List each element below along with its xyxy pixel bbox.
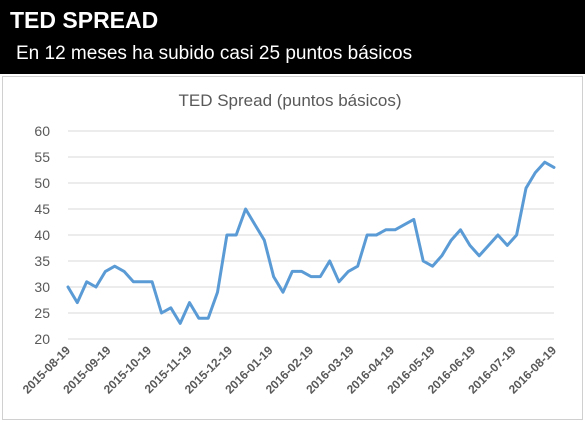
data-point [534, 171, 537, 174]
data-point [197, 317, 200, 320]
header-banner: TED SPREAD En 12 meses ha subido casi 25… [0, 0, 585, 74]
data-point [524, 187, 527, 190]
data-point [300, 270, 303, 273]
series-line [66, 160, 556, 325]
y-tick-label: 25 [34, 305, 50, 321]
data-point [328, 260, 331, 263]
data-point [207, 317, 210, 320]
data-point [291, 270, 294, 273]
data-point [338, 280, 341, 283]
data-point [310, 275, 313, 278]
y-tick-label: 60 [34, 123, 50, 139]
data-point [422, 260, 425, 263]
data-point [151, 280, 154, 283]
banner-title: TED SPREAD [10, 7, 159, 33]
data-point [67, 286, 70, 289]
data-point [412, 218, 415, 221]
data-point [496, 234, 499, 237]
data-point [263, 239, 266, 242]
data-point [95, 286, 98, 289]
data-point [506, 244, 509, 247]
data-point [384, 228, 387, 231]
y-tick-label: 20 [34, 331, 50, 347]
data-point [553, 166, 556, 169]
chart-title: TED Spread (puntos básicos) [179, 91, 402, 110]
data-point [216, 291, 219, 294]
data-point [113, 265, 116, 268]
data-point [543, 161, 546, 164]
x-axis-ticks: 2015-08-192015-09-192015-10-192015-11-19… [20, 343, 560, 397]
data-point [515, 234, 518, 237]
data-point [431, 265, 434, 268]
data-point [253, 223, 256, 226]
y-tick-label: 50 [34, 175, 50, 191]
data-point [132, 280, 135, 283]
data-point [104, 270, 107, 273]
gridlines [68, 130, 554, 340]
data-point [160, 312, 163, 315]
data-point [375, 234, 378, 237]
data-point [123, 270, 126, 273]
data-point [487, 244, 490, 247]
data-point [225, 234, 228, 237]
data-point [281, 291, 284, 294]
data-point [440, 254, 443, 257]
y-tick-label: 40 [34, 227, 50, 243]
data-point [403, 223, 406, 226]
data-point [459, 228, 462, 231]
banner-subtitle: En 12 meses ha subido casi 25 puntos bás… [16, 43, 413, 64]
data-point [478, 254, 481, 257]
data-point [235, 234, 238, 237]
data-point [85, 280, 88, 283]
data-point [347, 270, 350, 273]
y-tick-label: 30 [34, 279, 50, 295]
data-point [141, 280, 144, 283]
data-point [188, 301, 191, 304]
data-point [272, 275, 275, 278]
data-point [76, 301, 79, 304]
data-point [450, 239, 453, 242]
y-tick-label: 35 [34, 253, 50, 269]
data-point [394, 228, 397, 231]
y-tick-label: 45 [34, 201, 50, 217]
y-tick-label: 55 [34, 149, 50, 165]
data-point [366, 234, 369, 237]
y-axis-ticks: 20 25 30 35 40 45 50 55 60 [34, 123, 50, 347]
data-point [244, 208, 247, 211]
data-point [356, 265, 359, 268]
data-point [179, 322, 182, 325]
data-point [468, 244, 471, 247]
series-layer [66, 160, 556, 325]
data-point [319, 275, 322, 278]
data-point [169, 306, 172, 309]
